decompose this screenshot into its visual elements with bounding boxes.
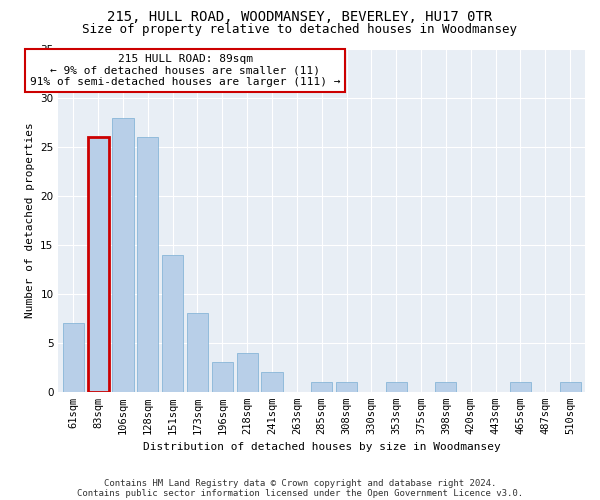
Text: Contains HM Land Registry data © Crown copyright and database right 2024.: Contains HM Land Registry data © Crown c… bbox=[104, 478, 496, 488]
Bar bbox=[386, 382, 407, 392]
Bar bbox=[436, 382, 457, 392]
Bar bbox=[510, 382, 531, 392]
Bar bbox=[236, 352, 258, 392]
Text: 215, HULL ROAD, WOODMANSEY, BEVERLEY, HU17 0TR: 215, HULL ROAD, WOODMANSEY, BEVERLEY, HU… bbox=[107, 10, 493, 24]
Bar bbox=[137, 137, 158, 392]
Bar bbox=[112, 118, 134, 392]
Bar bbox=[212, 362, 233, 392]
Bar bbox=[560, 382, 581, 392]
Bar bbox=[311, 382, 332, 392]
Y-axis label: Number of detached properties: Number of detached properties bbox=[25, 122, 35, 318]
Bar bbox=[162, 254, 183, 392]
Bar bbox=[187, 314, 208, 392]
Bar bbox=[88, 137, 109, 392]
Text: Contains public sector information licensed under the Open Government Licence v3: Contains public sector information licen… bbox=[77, 488, 523, 498]
Bar bbox=[63, 323, 84, 392]
X-axis label: Distribution of detached houses by size in Woodmansey: Distribution of detached houses by size … bbox=[143, 442, 500, 452]
Bar bbox=[262, 372, 283, 392]
Text: Size of property relative to detached houses in Woodmansey: Size of property relative to detached ho… bbox=[83, 22, 517, 36]
Text: 215 HULL ROAD: 89sqm
← 9% of detached houses are smaller (11)
91% of semi-detach: 215 HULL ROAD: 89sqm ← 9% of detached ho… bbox=[30, 54, 340, 87]
Bar bbox=[336, 382, 357, 392]
